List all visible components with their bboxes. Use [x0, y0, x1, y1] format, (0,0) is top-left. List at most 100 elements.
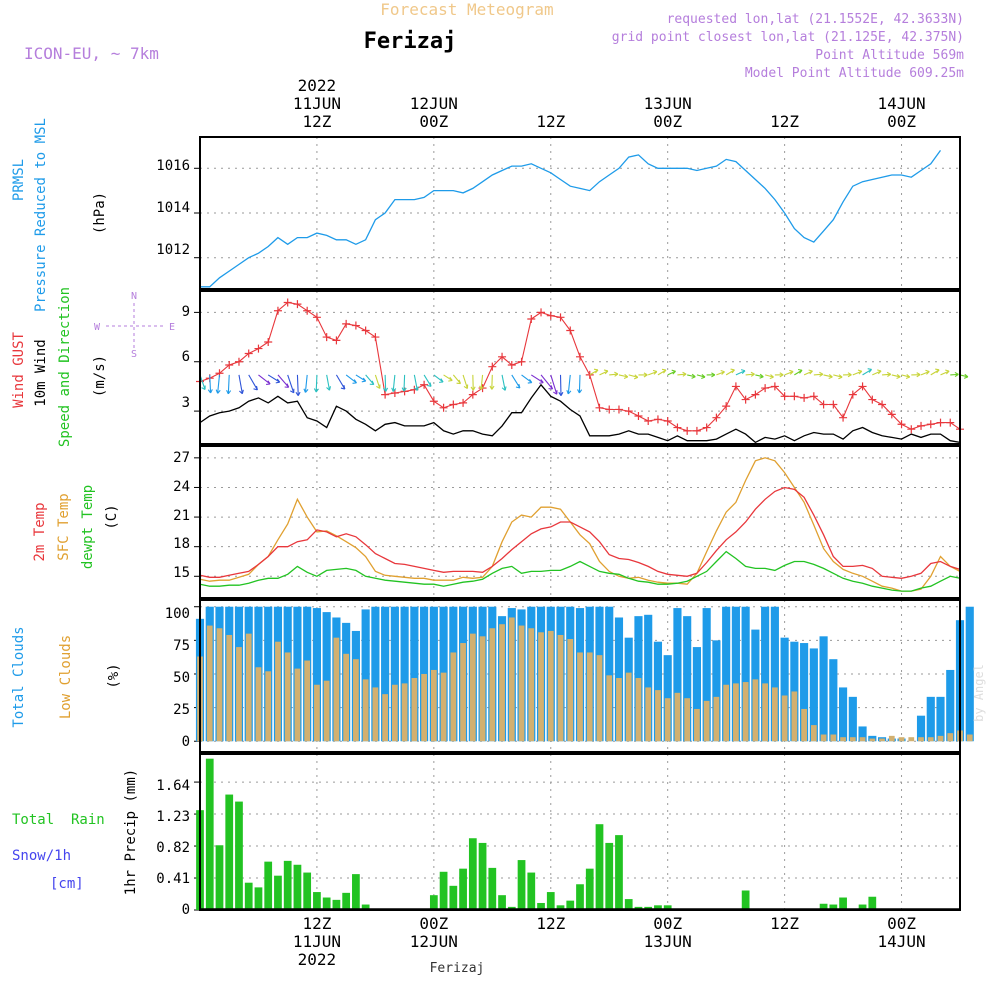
rain-bar [556, 905, 565, 910]
wind-arrow-shaft [491, 374, 493, 390]
low-cloud-bar [713, 696, 720, 742]
wind-arrow-head [789, 369, 794, 375]
wind-arrow-head [266, 380, 271, 385]
low-cloud-bar [908, 737, 915, 742]
wind-arrow-shaft [755, 374, 764, 378]
low-cloud-bar [888, 735, 895, 742]
bottom-time-label: 12Z [536, 914, 565, 933]
total-cloud-bar [790, 641, 799, 742]
gust-marker [809, 392, 818, 401]
low-cloud-bar [772, 687, 778, 742]
wind-speed-line [199, 383, 961, 444]
wind-arrow-shaft [618, 374, 628, 378]
wind-tick: 6 [182, 349, 190, 365]
temp-unit: (C) [104, 504, 120, 529]
precip-tick: 1.64 [156, 778, 190, 794]
wind-direction-label: Speed and Direction [57, 287, 73, 447]
rain-bar [624, 899, 633, 910]
clouds-y-ticks: 0 25 50 75 100 [165, 606, 190, 750]
meteogram-title: Forecast Meteogram [380, 0, 553, 19]
rain-bar [576, 884, 584, 910]
temperature-panel: 15 18 21 24 27 2m Temp SFC Temp dewpt Te… [32, 445, 961, 599]
precip-tick: 0.82 [156, 840, 190, 856]
wind-arrow-head [289, 388, 295, 394]
compass-west: W [94, 322, 101, 333]
wind-arrow-head [740, 369, 746, 375]
top-time-label: 00Z [653, 112, 682, 131]
snow-unit: [cm] [50, 876, 84, 892]
wind-arrow-head [479, 385, 485, 390]
total-cloud-bar [819, 636, 828, 742]
total-cloud-bar [761, 606, 770, 742]
low-cloud-bar [333, 637, 340, 742]
rain-bar [566, 900, 575, 910]
wind-arrow-head [215, 389, 221, 394]
wind-arrow-shaft [462, 374, 468, 389]
wind-arrow-shaft [355, 374, 367, 382]
low-cloud-bar [489, 628, 496, 742]
rain-bar [459, 868, 467, 910]
low-cloud-bar [255, 667, 262, 742]
rain-bar [858, 904, 867, 910]
gust-marker [614, 405, 623, 414]
wind-arrow-head [759, 373, 764, 379]
bottom-date-label: 14JUN [877, 932, 925, 951]
temperature-frame [199, 445, 961, 599]
gust-marker [400, 387, 409, 396]
low-cloud-bar [518, 625, 525, 742]
wind-arrow-shaft [209, 374, 212, 393]
gust-marker [731, 382, 740, 391]
rain-bar [595, 824, 604, 910]
wind-arrow-shaft [345, 374, 357, 384]
total-cloud-bar [712, 640, 721, 742]
wind-arrow-shaft [227, 374, 230, 394]
wind-arrow-head [275, 378, 281, 384]
low-cloud-bar [216, 628, 223, 742]
wind-arrow-head [284, 383, 290, 388]
gust-marker [858, 382, 867, 391]
rain-bar [332, 899, 341, 910]
wind-arrow-head [361, 377, 367, 383]
wind-arrow-head [593, 368, 599, 374]
total-cloud-bar [702, 608, 711, 742]
gust-marker [897, 420, 906, 429]
wind-arrow-shaft [677, 373, 687, 376]
gust-marker [917, 421, 926, 430]
gust-marker [322, 333, 331, 342]
total-cloud-bar [400, 606, 409, 742]
wind-arrow-shaft [238, 374, 243, 394]
gust-marker [498, 352, 507, 361]
wind-arrow-shaft [384, 374, 387, 392]
precip-panel: 0 0.41 0.82 1.23 1.64 Total Rain Snow/1h… [12, 753, 961, 918]
gust-marker [839, 413, 848, 422]
cloud-tick: 100 [165, 606, 190, 622]
gust-marker [439, 403, 448, 412]
wind-arrow-shaft [735, 370, 746, 376]
wind-arrow-shaft [521, 374, 533, 384]
low-cloud-bar [528, 628, 535, 742]
wind-arrow-head [456, 379, 462, 385]
gust-marker [634, 412, 643, 421]
wind-arrow-shaft [423, 374, 432, 387]
wind-arrow-head [750, 371, 755, 377]
wind-arrow-shaft [217, 374, 221, 394]
wind-arrow-head [382, 387, 389, 392]
low-cloud-bar [869, 738, 876, 742]
rain-bar [303, 872, 312, 910]
temperature-grid [194, 446, 960, 598]
wind-arrow-head [963, 373, 969, 379]
low-cloud-bar [440, 672, 447, 742]
total-cloud-bar [692, 647, 701, 742]
pressure-frame [199, 136, 961, 290]
gust-marker [692, 426, 701, 435]
wind-speed-label: 10m Wind [33, 339, 49, 406]
low-cloud-bar [508, 617, 515, 742]
gust-marker [566, 326, 575, 335]
wind-arrow-head [253, 385, 258, 391]
rain-bar [488, 867, 497, 910]
wind-arrow-head [239, 389, 244, 395]
top-time-label: 00Z [419, 112, 448, 131]
gust-marker [624, 407, 633, 416]
gust-marker [234, 357, 243, 366]
